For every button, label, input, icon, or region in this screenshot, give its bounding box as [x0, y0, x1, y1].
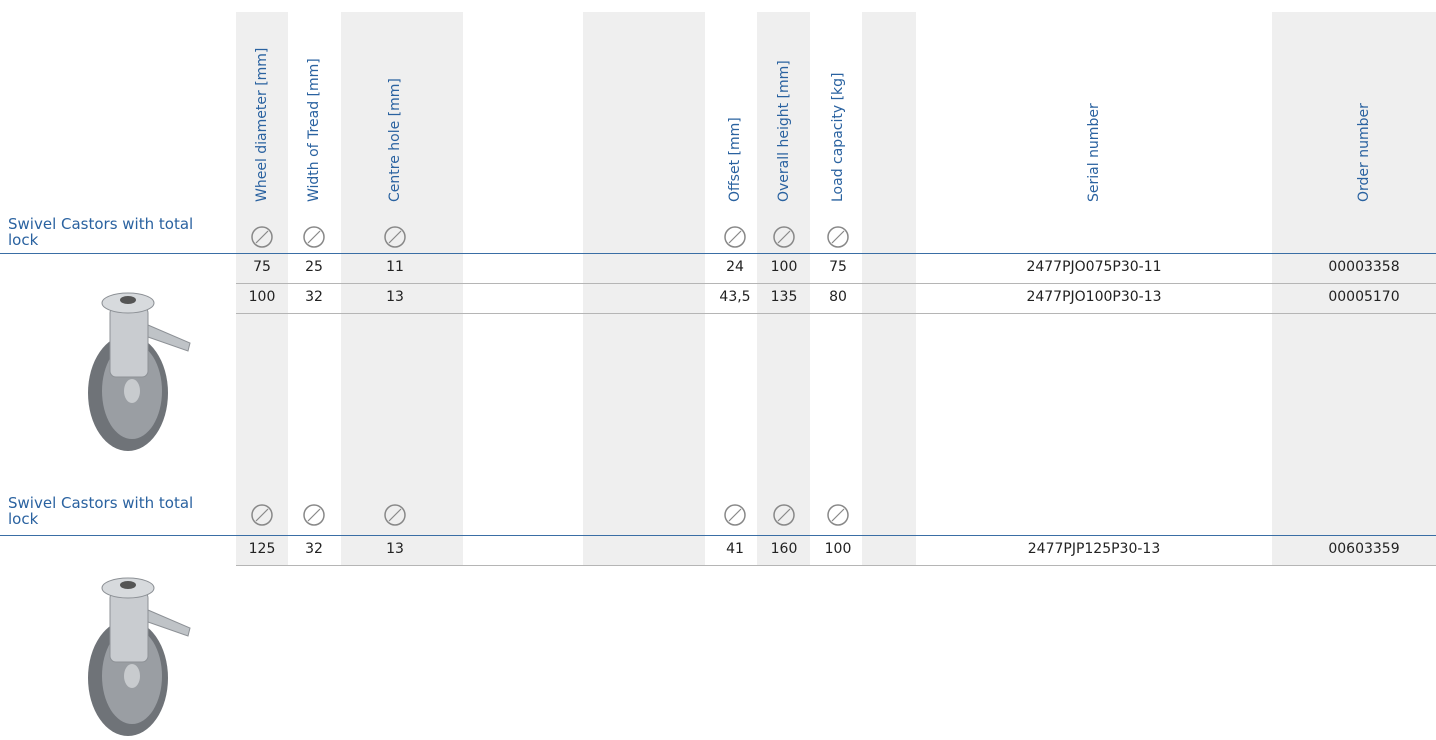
cell: 32	[305, 289, 323, 305]
column-header: Offset [mm]	[727, 117, 743, 202]
column-icon	[771, 222, 797, 254]
column-band	[583, 12, 705, 565]
cell: 100	[824, 541, 852, 557]
cell: 00003358	[1328, 259, 1400, 275]
cell: 75	[253, 259, 271, 275]
cell: 100	[248, 289, 276, 305]
column-icon	[722, 500, 748, 532]
cell: 24	[726, 259, 744, 275]
column-icon	[722, 222, 748, 254]
icon	[303, 504, 325, 526]
icon	[384, 226, 406, 248]
column-band	[757, 12, 810, 565]
column-header: Load capacity [kg]	[830, 72, 846, 202]
cell: 00005170	[1328, 289, 1400, 305]
column-icon	[382, 222, 408, 254]
column-icon	[301, 222, 327, 254]
cell: 13	[386, 289, 404, 305]
cell: 125	[248, 541, 276, 557]
icon	[773, 226, 795, 248]
cell: 160	[770, 541, 798, 557]
column-icon	[301, 500, 327, 532]
section-rule	[0, 535, 1436, 536]
column-icon	[771, 500, 797, 532]
icon	[724, 504, 746, 526]
castor-image	[88, 577, 191, 736]
section-title: Swivel Castors with total lock	[8, 494, 194, 528]
cell: 75	[829, 259, 847, 275]
row-rule	[236, 283, 1436, 284]
icon	[724, 226, 746, 248]
cell: 100	[770, 259, 798, 275]
icon	[827, 504, 849, 526]
cell: 13	[386, 541, 404, 557]
cell: 32	[305, 541, 323, 557]
column-band	[341, 12, 463, 565]
column-icon	[825, 222, 851, 254]
cell: 135	[770, 289, 798, 305]
icon	[303, 226, 325, 248]
column-header: Centre hole [mm]	[387, 78, 403, 202]
cell: 25	[305, 259, 323, 275]
castor-image	[88, 292, 191, 451]
cell: 2477PJO075P30-11	[1026, 259, 1162, 275]
column-header: Width of Tread [mm]	[306, 58, 322, 202]
cell: 2477PJO100P30-13	[1026, 289, 1162, 305]
cell: 00603359	[1328, 541, 1400, 557]
cell: 43,5	[719, 289, 751, 305]
section-rule	[0, 253, 1436, 254]
column-icon	[249, 222, 275, 254]
column-icon	[825, 500, 851, 532]
icon	[773, 504, 795, 526]
cell: 11	[386, 259, 404, 275]
column-header: Order number	[1356, 103, 1372, 202]
column-band	[236, 12, 288, 565]
column-band	[862, 12, 916, 565]
section-title: Swivel Castors with total lock	[8, 215, 194, 249]
column-header: Serial number	[1086, 103, 1102, 202]
column-icon	[249, 500, 275, 532]
column-band	[1272, 12, 1436, 565]
column-icon	[382, 500, 408, 532]
column-header: Overall height [mm]	[776, 60, 792, 202]
icon	[384, 504, 406, 526]
cell: 41	[726, 541, 744, 557]
cell: 80	[829, 289, 847, 305]
icon	[251, 504, 273, 526]
icon	[827, 226, 849, 248]
column-header: Wheel diameter [mm]	[254, 47, 270, 202]
row-rule	[236, 565, 1436, 566]
icon	[251, 226, 273, 248]
row-rule	[236, 313, 1436, 314]
cell: 2477PJP125P30-13	[1027, 541, 1161, 557]
